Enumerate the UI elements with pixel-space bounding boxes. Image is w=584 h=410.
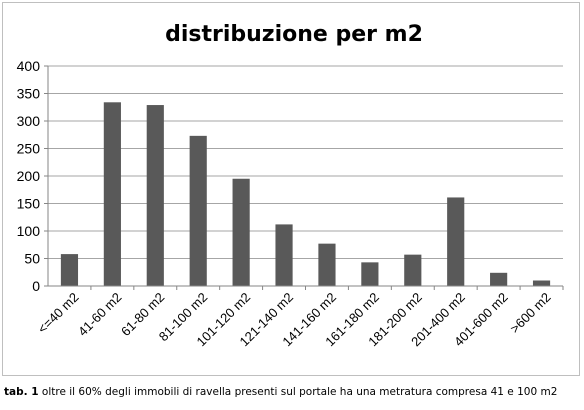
- y-tick-label: 0: [32, 278, 40, 294]
- bar: [146, 105, 164, 286]
- bar: [60, 254, 79, 286]
- x-tick-label: <=40 m2: [35, 290, 82, 337]
- chart-frame: distribuzione per m2 0 50 100 150 200 250 300 3…: [2, 2, 580, 376]
- bar: [318, 243, 336, 286]
- y-tick-label: 300: [17, 113, 41, 129]
- caption: tab. 1 oltre il 60% degli immobili di ra…: [4, 386, 584, 398]
- x-tick-label: 41-60 m2: [75, 290, 124, 339]
- bar: [447, 197, 465, 286]
- bars: [60, 102, 551, 286]
- bar: [103, 102, 121, 286]
- y-tick-label: 50: [24, 251, 40, 267]
- bar-chart: distribuzione per m2 0 50 100 150 200 250 300 3…: [17, 22, 564, 350]
- bar: [490, 272, 508, 286]
- y-tick-label: 200: [17, 168, 41, 184]
- y-tick-labels: 0 50 100 150 200 250 300 350 400: [17, 58, 41, 294]
- chart-title: distribuzione per m2: [165, 22, 423, 47]
- bar: [232, 178, 250, 286]
- bar: [189, 135, 207, 286]
- y-tick-label: 150: [17, 196, 41, 212]
- y-tick-label: 250: [17, 141, 41, 157]
- bar: [532, 280, 551, 286]
- gridlines: [48, 65, 563, 259]
- bar: [275, 224, 293, 286]
- y-tick-label: 100: [17, 223, 41, 239]
- caption-text: oltre il 60% degli immobili di ravella p…: [38, 386, 558, 398]
- x-tick-label: >600 m2: [507, 290, 554, 337]
- axes: [44, 65, 564, 290]
- y-tick-label: 350: [17, 86, 41, 102]
- y-tick-label: 400: [17, 58, 41, 74]
- bar: [404, 254, 422, 286]
- bar: [361, 262, 379, 286]
- caption-label: tab. 1: [4, 386, 39, 398]
